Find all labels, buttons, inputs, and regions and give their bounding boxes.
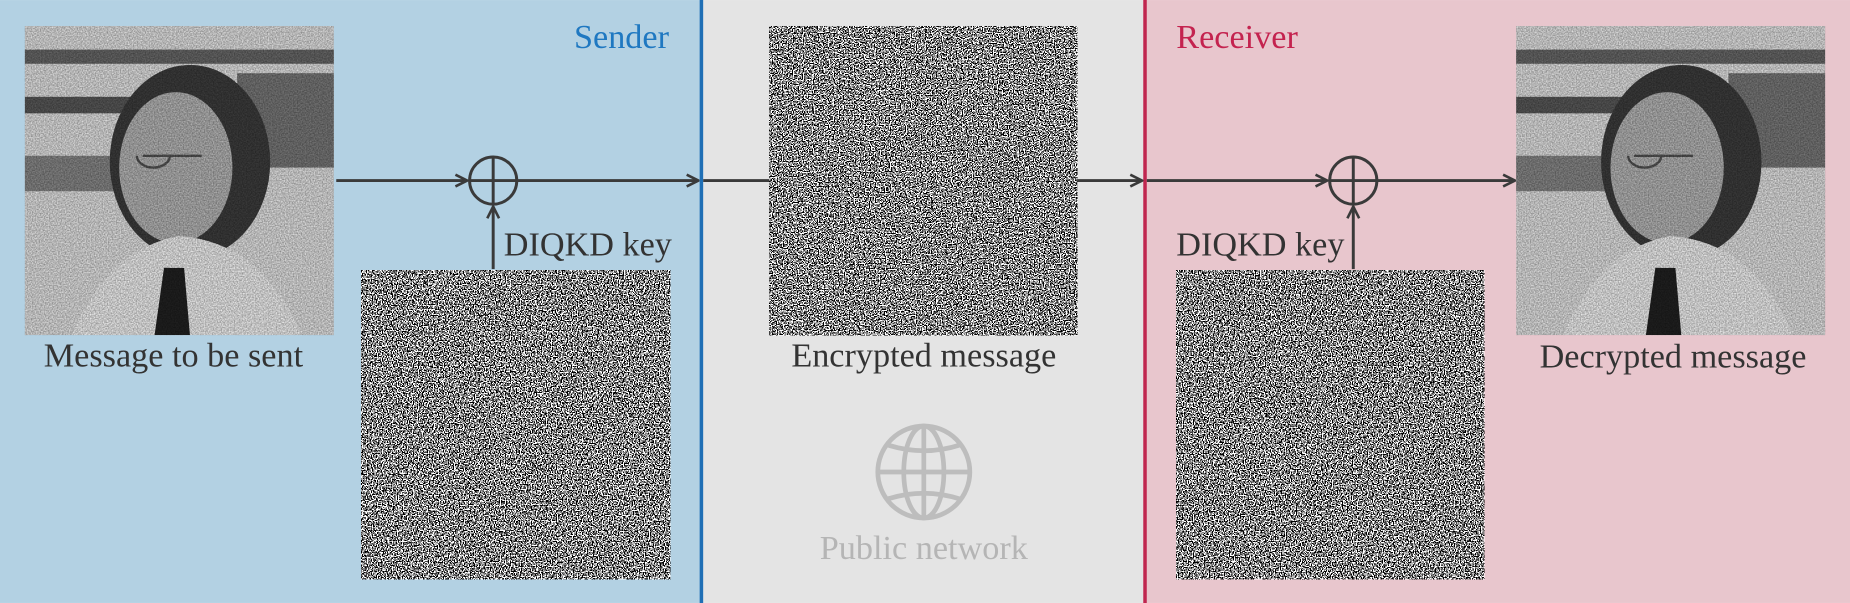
decrypted-image (1516, 26, 1825, 335)
key-label: DIQKD key (1176, 227, 1344, 264)
xor-symbol (1328, 155, 1379, 206)
decrypted-caption: Decrypted message (1540, 339, 1807, 376)
sender-label: Sender (574, 19, 670, 56)
receiver-label: Receiver (1176, 19, 1298, 56)
key-image (361, 270, 671, 580)
encrypted-image (769, 26, 1078, 336)
xor-symbol (468, 155, 519, 206)
key-image (1176, 270, 1485, 580)
key-label: DIQKD key (504, 227, 672, 264)
message-image (25, 26, 334, 335)
globe-icon (875, 423, 973, 521)
encrypted-caption: Encrypted message (791, 338, 1056, 375)
message-caption: Message to be sent (44, 338, 304, 375)
network-label: Public network (820, 530, 1029, 567)
